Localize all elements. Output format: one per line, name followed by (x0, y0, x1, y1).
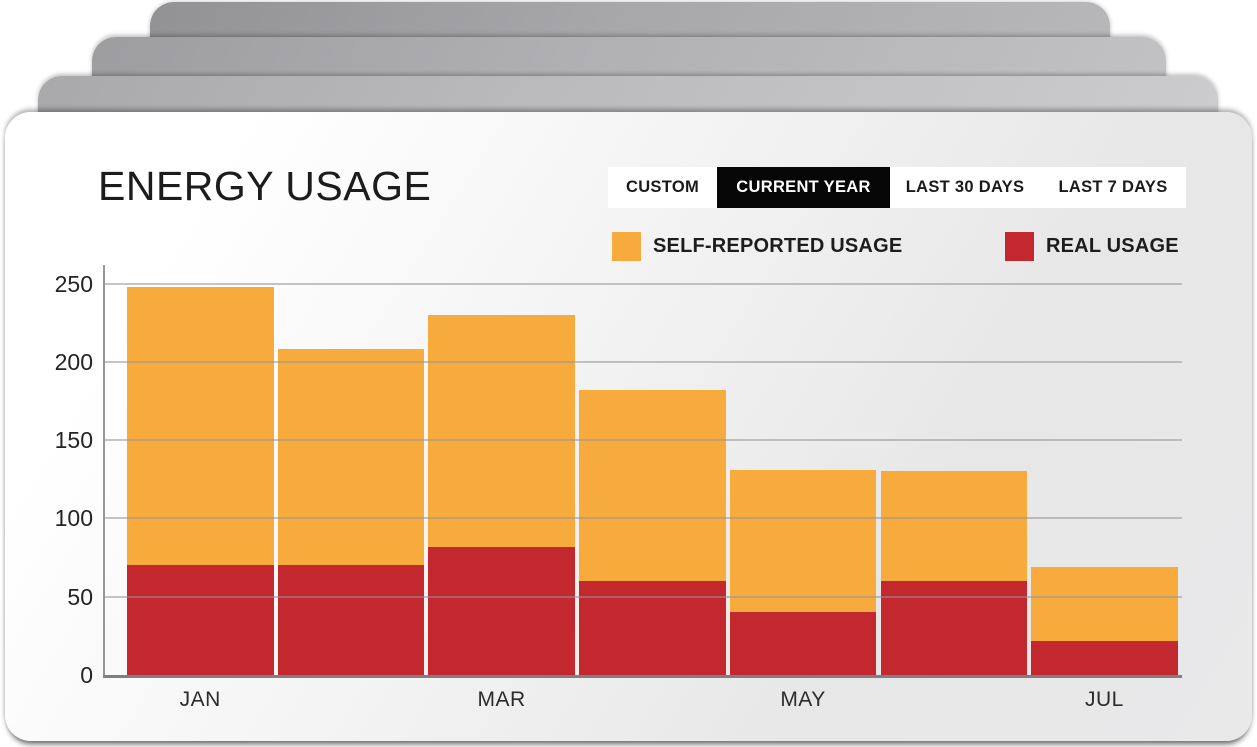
gridline-50 (105, 595, 1182, 598)
legend-swatch-real-icon (1005, 232, 1034, 261)
tab-last-30-days[interactable]: LAST 30 DAYS (905, 178, 1025, 196)
y-tick-label-250: 250 (54, 270, 93, 297)
legend-label-self-reported: SELF-REPORTED USAGE (653, 235, 903, 257)
y-tick-label-50: 50 (67, 583, 93, 610)
bar-jun-self-reported (880, 471, 1027, 582)
bar-jul-real (1031, 640, 1178, 675)
y-tick-label-0: 0 (80, 662, 93, 688)
bar-jan-real (127, 565, 274, 675)
bar-jul-self-reported (1031, 566, 1178, 641)
date-range-tabbar: CUSTOM CURRENT YEAR LAST 30 DAYS LAST 7 … (608, 167, 1186, 208)
bar-feb-self-reported (277, 349, 425, 566)
x-tick-label-jul: JUL (1085, 688, 1124, 711)
legend-item-real: REAL USAGE (1005, 232, 1179, 261)
gridline-250 (105, 282, 1182, 285)
bar-feb-real (277, 565, 425, 675)
bar-mar-real (428, 546, 575, 675)
bar-may-real (729, 612, 877, 675)
tab-last-7-days[interactable]: LAST 7 DAYS (1058, 178, 1168, 196)
x-tick-label-jan: JAN (179, 688, 221, 711)
gridline-100 (105, 517, 1182, 520)
bar-mar-self-reported (428, 314, 575, 547)
tab-custom[interactable]: CUSTOM (626, 178, 699, 196)
y-tick-label-100: 100 (54, 505, 93, 532)
y-tick-label-200: 200 (54, 348, 93, 375)
y-tick-label-150: 150 (54, 427, 93, 454)
legend-label-real: REAL USAGE (1046, 235, 1179, 257)
x-tick-label-mar: MAR (477, 688, 526, 711)
bar-apr-self-reported (579, 389, 726, 582)
bar-may-self-reported (729, 469, 877, 613)
gridline-200 (105, 360, 1182, 363)
tab-current-year[interactable]: CURRENT YEAR (717, 167, 890, 208)
bar-jan-self-reported (127, 286, 274, 566)
y-axis-line (103, 265, 105, 678)
gridline-150 (105, 439, 1182, 442)
x-axis-line (103, 675, 1182, 678)
x-tick-label-may: MAY (780, 688, 826, 711)
page-title: ENERGY USAGE (98, 163, 432, 209)
legend-swatch-self-reported-icon (612, 232, 641, 261)
legend-item-self-reported: SELF-REPORTED USAGE (612, 232, 902, 261)
